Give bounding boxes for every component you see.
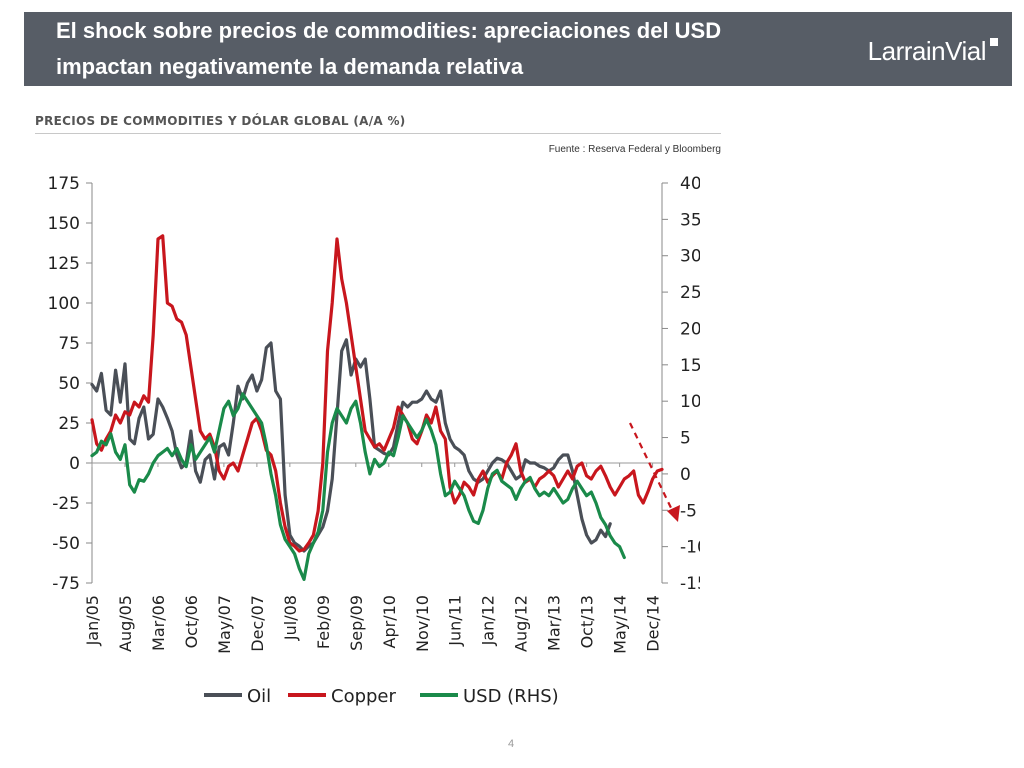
right-tick-label: 20 [680, 319, 700, 339]
right-tick-label: 35 [680, 210, 700, 230]
left-tick-label: 125 [48, 254, 80, 274]
chart-subtitle: PRECIOS DE COMMODITIES Y DÓLAR GLOBAL (A… [35, 114, 406, 128]
right-tick-label: -5 [680, 501, 697, 521]
page-number: 4 [508, 738, 515, 750]
series-lines [90, 234, 664, 581]
legend-label: USD (RHS) [463, 686, 559, 707]
right-tick-label: 15 [680, 356, 700, 376]
right-tick-label: 10 [680, 392, 700, 412]
x-tick-label: Jan/05 [83, 595, 102, 646]
right-tick-label: 30 [680, 247, 700, 267]
legend-label: Copper [331, 686, 397, 707]
series-line-usd-rhs [90, 392, 626, 581]
right-tick-label: 40 [680, 174, 700, 194]
legend-label: Oil [247, 686, 271, 707]
right-tick-label: 5 [680, 429, 691, 449]
slide-title-line2: impactan negativamente la demanda relati… [56, 54, 524, 79]
right-tick-label: 0 [680, 465, 691, 485]
left-axis: 175 150 125 100 75 50 25 0 -25 -50 -75 [48, 174, 93, 594]
x-tick-label: Jun/11 [446, 595, 465, 647]
logo-square-mark [990, 38, 998, 46]
left-tick-label: -75 [52, 574, 80, 594]
left-tick-label: 25 [58, 414, 80, 434]
dashed-arrow-head [667, 505, 680, 522]
series-line-oil [90, 338, 612, 553]
right-tick-label: 25 [680, 283, 700, 303]
dashed-arrow-shaft [629, 422, 674, 513]
subtitle-divider [35, 133, 721, 134]
x-axis-ticks: Jan/05 Aug/05 Mar/06 Oct/06 May/07 Dec/07 Jul/… [83, 595, 663, 654]
x-tick-label: Jan/12 [479, 595, 498, 646]
x-tick-label: Aug/05 [116, 595, 135, 652]
right-tick-label: -10 [680, 538, 700, 558]
left-tick-label: 150 [48, 214, 80, 234]
right-tick-label: -15 [680, 574, 700, 594]
x-tick-label: Mar/06 [149, 595, 168, 651]
left-tick-label: 75 [58, 334, 80, 354]
x-tick-label: Oct/06 [182, 595, 201, 648]
slide-title-line1: El shock sobre precios de commodities: a… [56, 18, 722, 43]
x-tick-label: Nov/10 [413, 595, 432, 652]
x-tick-label: Jul/08 [281, 595, 300, 641]
x-tick-label: May/14 [611, 595, 630, 654]
x-tick-label: Aug/12 [512, 595, 531, 652]
left-tick-label: 50 [58, 374, 80, 394]
trend-arrow-annotation [629, 422, 680, 522]
series-line-copper [90, 234, 664, 553]
left-tick-label: -25 [52, 494, 80, 514]
x-tick-label: Sep/09 [347, 595, 366, 651]
source-note: Fuente : Reserva Federal y Bloomberg [548, 144, 721, 155]
x-tick-label: Dec/14 [644, 595, 663, 652]
larrainvial-logo: LarrainVial [867, 36, 987, 66]
header-banner: El shock sobre precios de commodities: a… [24, 12, 1012, 86]
x-tick-label: Dec/07 [248, 595, 267, 652]
left-tick-label: -50 [52, 534, 80, 554]
x-tick-label: Mar/13 [545, 595, 564, 651]
legend: Oil Copper USD (RHS) [204, 686, 559, 707]
left-tick-label: 0 [69, 454, 80, 474]
x-tick-label: Apr/10 [380, 595, 399, 648]
left-tick-label: 175 [48, 174, 80, 194]
x-tick-label: Feb/09 [314, 595, 333, 649]
right-axis: 40 35 30 25 20 15 10 5 0 -5 -10 -15 [661, 174, 700, 594]
left-tick-label: 100 [48, 294, 80, 314]
x-tick-label: Oct/13 [578, 595, 597, 648]
x-tick-label: May/07 [215, 595, 234, 654]
